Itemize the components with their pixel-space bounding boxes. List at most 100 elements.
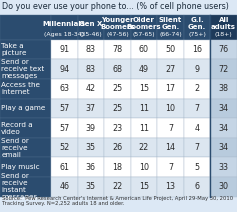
Text: 7: 7 (195, 104, 200, 113)
Text: 76: 76 (219, 45, 229, 54)
Text: Do you ever use your phone to... (% of cell phone users): Do you ever use your phone to... (% of c… (2, 2, 229, 11)
Bar (0, 138, 51, 158)
Text: 57: 57 (59, 124, 69, 132)
Text: (35-46): (35-46) (79, 32, 102, 37)
Text: 16: 16 (192, 45, 202, 54)
Bar (51, 177, 77, 197)
Text: 33: 33 (219, 163, 229, 172)
Text: Play music: Play music (1, 164, 40, 170)
Bar (184, 158, 210, 177)
Text: 10: 10 (139, 163, 149, 172)
Bar (104, 177, 131, 197)
Bar (210, 138, 237, 158)
Bar (0, 158, 51, 177)
Text: Gen X: Gen X (79, 21, 103, 27)
Text: 38: 38 (219, 84, 229, 93)
Text: 14: 14 (166, 143, 176, 152)
Bar (77, 79, 104, 99)
Text: Send or
receive
instant
messages: Send or receive instant messages (1, 173, 37, 200)
Text: Source:  Pew Research Center's Internet & American Life Project, April 29-May 30: Source: Pew Research Center's Internet &… (2, 196, 233, 206)
Bar (157, 79, 184, 99)
Text: 50: 50 (165, 45, 176, 54)
Text: 36: 36 (86, 163, 96, 172)
Text: 25: 25 (112, 84, 123, 93)
Bar (104, 59, 131, 79)
Text: Play a game: Play a game (1, 105, 46, 111)
Bar (0, 118, 51, 138)
Text: 18: 18 (112, 163, 122, 172)
Text: 94: 94 (59, 65, 69, 74)
Bar (104, 15, 131, 40)
Bar (51, 118, 77, 138)
Text: (66-74): (66-74) (159, 32, 182, 37)
Bar (51, 59, 77, 79)
Bar (131, 118, 157, 138)
Text: (47-56): (47-56) (106, 32, 129, 37)
Bar (157, 138, 184, 158)
Text: 57: 57 (59, 104, 69, 113)
Text: 46: 46 (59, 182, 69, 191)
Text: 27: 27 (165, 65, 176, 74)
Bar (210, 177, 237, 197)
Text: 7: 7 (168, 124, 173, 132)
Text: 25: 25 (112, 104, 123, 113)
Text: 72: 72 (219, 65, 229, 74)
Bar (51, 99, 77, 118)
Text: 22: 22 (139, 143, 149, 152)
Bar (184, 59, 210, 79)
Bar (210, 79, 237, 99)
Bar (0, 15, 237, 40)
Text: 22: 22 (112, 182, 123, 191)
Text: 78: 78 (112, 45, 123, 54)
Text: 35: 35 (86, 143, 96, 152)
Bar (51, 158, 77, 177)
Bar (131, 79, 157, 99)
Bar (104, 40, 131, 59)
Bar (157, 177, 184, 197)
Bar (104, 158, 131, 177)
Bar (51, 40, 77, 59)
Bar (210, 59, 237, 79)
Bar (210, 118, 237, 138)
Text: Older
Boomers: Older Boomers (127, 17, 161, 30)
Bar (104, 79, 131, 99)
Text: 83: 83 (86, 65, 96, 74)
Text: 11: 11 (139, 104, 149, 113)
Text: 11: 11 (139, 124, 149, 132)
Bar (77, 99, 104, 118)
Bar (184, 79, 210, 99)
Text: 13: 13 (166, 182, 176, 191)
Bar (0, 40, 51, 59)
Text: 5: 5 (195, 163, 200, 172)
Text: Millennials: Millennials (43, 21, 86, 27)
Bar (77, 118, 104, 138)
Bar (131, 15, 157, 40)
Bar (77, 177, 104, 197)
Text: All
adults: All adults (211, 17, 236, 30)
Bar (0, 99, 51, 118)
Text: 68: 68 (112, 65, 122, 74)
Text: 10: 10 (166, 104, 176, 113)
Text: 2: 2 (195, 84, 200, 93)
Text: 6: 6 (195, 182, 200, 191)
Bar (77, 40, 104, 59)
Bar (131, 158, 157, 177)
Bar (131, 40, 157, 59)
Text: 15: 15 (139, 84, 149, 93)
Text: 83: 83 (86, 45, 96, 54)
Text: (75+): (75+) (188, 32, 206, 37)
Text: (57-65): (57-65) (133, 32, 155, 37)
Bar (184, 99, 210, 118)
Text: 52: 52 (59, 143, 69, 152)
Bar (157, 118, 184, 138)
Bar (77, 158, 104, 177)
Text: (18+): (18+) (215, 32, 232, 37)
Bar (131, 138, 157, 158)
Bar (184, 177, 210, 197)
Text: Send or
receive
email: Send or receive email (1, 138, 29, 158)
Bar (104, 99, 131, 118)
Bar (131, 99, 157, 118)
Bar (210, 158, 237, 177)
Text: 30: 30 (219, 182, 229, 191)
Text: 9: 9 (195, 65, 200, 74)
